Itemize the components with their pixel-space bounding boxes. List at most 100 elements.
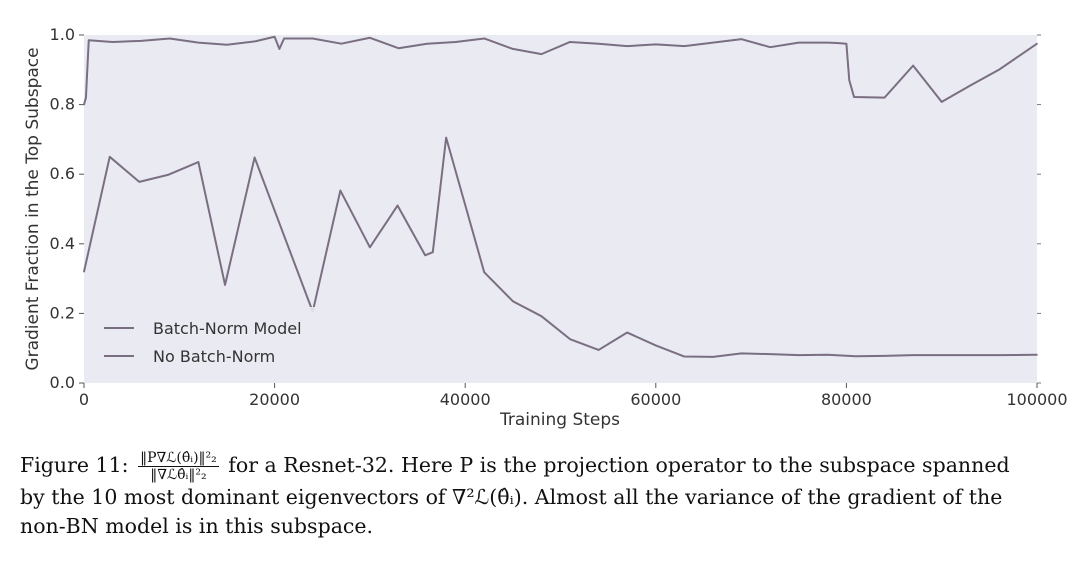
fraction-numerator: ‖P∇ℒ(θ̂ᵢ)‖²₂	[138, 450, 219, 467]
axis-tick-labels: 0 20000 40000 60000 80000 100000 0.0 0.2 0.4 0.6 0…	[50, 25, 1068, 409]
data-point	[883, 355, 886, 357]
gradient-fraction-chart: 0 20000 40000 60000 80000 100000 0.0 0.2 0.4 0.6 0…	[23, 25, 1068, 430]
data-point	[111, 41, 114, 43]
data-point	[940, 354, 943, 356]
data-point	[1036, 354, 1038, 356]
data-point	[369, 36, 371, 39]
legend-label-no-batch-norm: No Batch-Norm	[153, 347, 275, 366]
figure-label: Figure 11:	[20, 453, 129, 477]
caption-fraction: ‖P∇ℒ(θ̂ᵢ)‖²₂ ‖∇ℒθ̂ᵢ‖²₂	[138, 450, 219, 483]
caption-line-3: non-BN model is in this subspace.	[20, 514, 374, 538]
x-tick-label: 80000	[821, 390, 872, 409]
data-point	[940, 101, 943, 103]
caption-line-1-text: for a Resnet-32. Here P is the projectio…	[228, 453, 1010, 477]
data-point	[845, 42, 848, 45]
data-point	[454, 41, 457, 43]
x-tick-label: 100000	[1006, 390, 1067, 409]
data-point	[912, 354, 914, 356]
data-point	[512, 300, 514, 303]
data-point	[254, 40, 257, 43]
data-point	[848, 79, 851, 82]
data-point	[226, 43, 228, 46]
data-point	[836, 42, 838, 44]
data-point	[883, 96, 886, 99]
data-point	[253, 156, 256, 159]
caption-line-2: by the 10 most dominant eigenvectors of …	[20, 485, 1003, 509]
caption-line-1: Figure 11: ‖P∇ℒ(θ̂ᵢ)‖²₂ ‖∇ℒθ̂ᵢ‖²₂ for a …	[20, 450, 1065, 483]
data-point	[797, 41, 800, 44]
data-point	[483, 271, 486, 274]
data-point	[712, 41, 714, 44]
data-point	[1036, 42, 1038, 45]
x-axis-title: Training Steps	[499, 410, 620, 430]
data-point	[597, 349, 600, 351]
data-point	[483, 37, 486, 40]
data-point	[769, 353, 771, 355]
data-point	[432, 251, 434, 253]
axis-ticks	[79, 34, 1041, 388]
data-point	[597, 42, 600, 45]
data-point	[797, 354, 800, 356]
data-point	[369, 246, 371, 249]
data-point	[540, 315, 543, 317]
data-point	[108, 156, 111, 158]
data-point	[426, 42, 428, 45]
data-point	[969, 84, 972, 87]
data-point	[85, 96, 87, 99]
data-point	[769, 46, 771, 48]
data-point	[273, 35, 276, 38]
y-tick-label: 0.4	[50, 234, 75, 253]
y-axis-title: Gradient Fraction in the Top Subspace	[23, 47, 43, 370]
data-point	[197, 41, 200, 44]
data-point	[540, 53, 543, 55]
data-point	[283, 37, 285, 40]
data-point	[396, 204, 399, 207]
data-point	[140, 40, 142, 42]
y-tick-label: 0.0	[50, 373, 75, 392]
data-point	[339, 189, 342, 192]
x-tick-label: 0	[79, 390, 89, 409]
data-point	[740, 352, 743, 355]
data-point	[853, 96, 855, 98]
data-point	[683, 355, 686, 358]
data-point	[138, 181, 141, 183]
data-point	[626, 45, 629, 47]
data-point	[655, 43, 657, 46]
data-point	[969, 354, 972, 356]
data-point	[626, 331, 629, 334]
fraction-denominator: ‖∇ℒθ̂ᵢ‖²₂	[150, 467, 207, 483]
series-line-no-batch-norm	[83, 136, 1038, 358]
data-point	[826, 41, 829, 44]
data-point	[569, 338, 571, 340]
data-point	[569, 41, 571, 43]
data-point	[998, 354, 1000, 356]
y-tick-label: 1.0	[50, 25, 75, 44]
data-point	[912, 64, 914, 67]
data-point	[83, 103, 85, 106]
data-point	[655, 344, 657, 347]
data-point	[740, 38, 743, 40]
legend-label-batch-norm: Batch-Norm Model	[153, 319, 302, 338]
data-point	[340, 42, 343, 45]
legend: Batch-Norm Model No Batch-Norm	[94, 307, 334, 377]
data-point	[83, 270, 85, 273]
data-point	[512, 48, 514, 50]
data-point	[168, 37, 171, 40]
x-tick-label: 40000	[440, 390, 491, 409]
data-point	[278, 48, 281, 50]
data-point	[224, 284, 226, 286]
x-tick-label: 20000	[249, 390, 300, 409]
data-point	[197, 161, 200, 163]
data-point	[998, 69, 1000, 71]
data-point	[826, 354, 829, 356]
y-tick-label: 0.2	[50, 303, 75, 322]
data-point	[87, 39, 90, 42]
data-point	[167, 174, 169, 176]
data-point	[311, 37, 314, 40]
data-point	[424, 254, 426, 257]
data-point	[397, 47, 400, 50]
data-point	[712, 356, 714, 358]
data-point	[855, 355, 857, 358]
data-point	[683, 45, 686, 47]
legend-box	[94, 307, 334, 377]
